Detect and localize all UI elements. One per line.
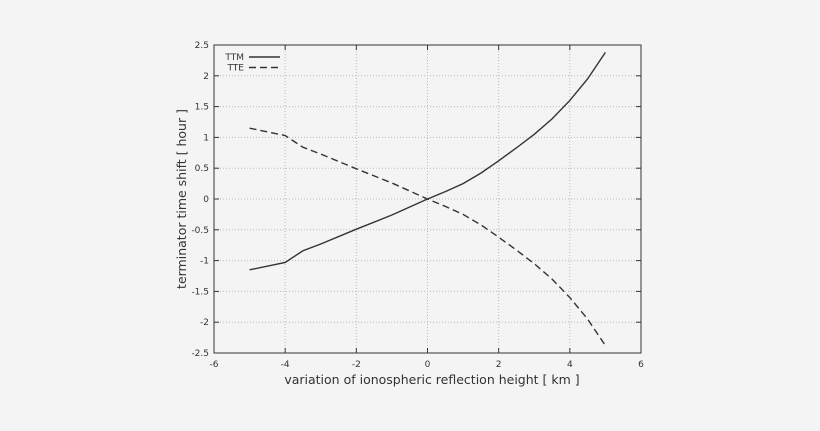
y-tick-label: 2.5 (195, 41, 209, 51)
y-axis-label: terminator time shift [ hour ] (174, 109, 189, 289)
y-tick-label: -1.5 (191, 287, 209, 297)
y-tick-label: -2.5 (191, 349, 209, 359)
y-tick-label: 1.5 (195, 103, 209, 113)
x-tick-label: 6 (638, 360, 644, 370)
y-tick-label: -0.5 (191, 226, 209, 236)
y-tick-label: -2 (200, 318, 209, 328)
x-tick-label: 2 (496, 360, 502, 370)
y-tick-label: 1 (203, 133, 209, 143)
x-tick-label: 0 (425, 360, 431, 370)
legend-label: TTE (226, 64, 244, 74)
grid (214, 45, 641, 353)
series-line-tte (249, 127, 606, 346)
x-tick-label: -2 (352, 360, 361, 370)
x-tick-label: 4 (567, 360, 573, 370)
ticks: -6 -4 -2 0 2 4 6 -2.5 -2 -1.5 -1 -0.5 0 0.5 1 1.5 2 2.5 (191, 41, 644, 370)
legend-label: TTM (224, 53, 244, 63)
y-tick-label: -1 (200, 257, 209, 267)
y-tick-label: 0 (203, 195, 209, 205)
x-tick-label: -6 (210, 360, 219, 370)
y-tick-label: 2 (203, 72, 209, 82)
x-tick-label: -4 (281, 360, 290, 370)
y-tick-label: 0.5 (195, 164, 209, 174)
series-lines (249, 52, 606, 346)
series-line-ttm (249, 52, 606, 271)
x-axis-label: variation of ionospheric reflection heig… (284, 372, 579, 387)
